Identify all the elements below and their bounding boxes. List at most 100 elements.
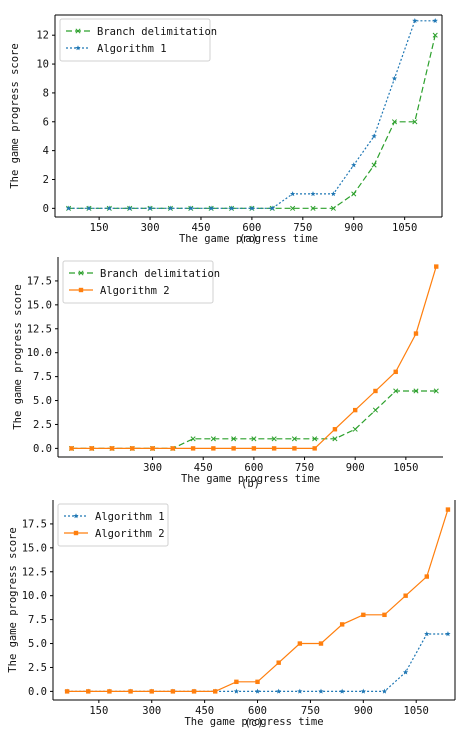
x-tick-label: 300 <box>143 462 162 474</box>
data-point <box>332 436 338 442</box>
legend-label: Branch delimitation <box>97 26 217 38</box>
data-point <box>271 446 277 451</box>
data-point <box>289 191 296 197</box>
data-point <box>351 162 357 168</box>
x-axis-label: The game progress time <box>179 233 318 245</box>
data-point <box>310 205 316 211</box>
legend-label: Algorithm 1 <box>97 43 167 55</box>
panel-caption: (c) <box>245 717 264 729</box>
data-point <box>233 688 240 694</box>
data-point <box>251 436 257 442</box>
data-point <box>213 689 218 694</box>
x-tick-label: 150 <box>90 222 109 234</box>
data-point <box>382 612 387 618</box>
data-point <box>107 689 112 694</box>
y-tick-label: 8 <box>43 87 49 99</box>
y-tick-label: 12.5 <box>22 566 47 578</box>
data-point <box>276 688 282 694</box>
data-point <box>269 205 275 211</box>
legend-marker <box>75 45 81 51</box>
y-tick-label: 2.5 <box>28 662 47 674</box>
data-point <box>351 191 357 197</box>
y-axis-label: The game progress score <box>12 284 24 429</box>
x-tick-label: 750 <box>295 462 314 474</box>
legend-label: Algorithm 1 <box>95 511 165 523</box>
data-point <box>433 388 439 394</box>
data-point <box>231 436 237 442</box>
data-point <box>413 388 419 394</box>
legend-box <box>57 503 169 547</box>
data-point <box>445 507 451 512</box>
x-tick-label: 600 <box>242 222 261 234</box>
data-point <box>170 446 176 451</box>
data-point <box>228 205 235 211</box>
data-point <box>290 205 296 211</box>
data-point <box>310 191 316 197</box>
chart-panel-3: 150 300 450 600 750 900 1050 0.0 2.5 5.0 7.5 10.0 12… <box>7 500 456 729</box>
data-point <box>249 205 255 211</box>
y-tick-label: 10 <box>36 59 49 71</box>
data-point <box>167 205 174 211</box>
data-point <box>65 205 72 211</box>
data-point <box>352 407 358 413</box>
data-point <box>318 688 324 694</box>
legend-marker <box>78 287 84 293</box>
data-point <box>445 631 451 637</box>
data-point <box>210 436 216 442</box>
data-point <box>381 688 388 694</box>
series-line-1 <box>71 390 437 449</box>
data-point <box>424 574 429 579</box>
x-tick-label: 450 <box>195 705 214 717</box>
y-tick-label: 10.0 <box>27 347 52 359</box>
legend-label: Algorithm 2 <box>95 528 165 540</box>
data-point <box>371 162 377 168</box>
data-point <box>150 446 155 451</box>
data-point <box>191 689 197 694</box>
x-tick-label: 450 <box>194 462 213 474</box>
data-point <box>393 388 399 394</box>
y-axis-label: The game progress score <box>9 43 21 188</box>
data-point <box>297 688 303 694</box>
data-point <box>312 436 318 442</box>
x-tick-label: 1050 <box>404 705 429 717</box>
data-point <box>339 622 345 627</box>
data-point <box>128 689 133 694</box>
x-tick-label: 900 <box>346 462 365 474</box>
data-point <box>106 205 112 211</box>
data-point <box>297 641 303 646</box>
legend-box <box>62 260 214 304</box>
data-point <box>330 205 336 211</box>
data-point <box>393 369 398 375</box>
data-point <box>292 446 297 451</box>
data-point <box>371 133 377 139</box>
data-point <box>208 205 214 211</box>
data-point <box>391 119 398 125</box>
data-point <box>412 17 418 24</box>
data-point <box>318 641 324 646</box>
x-tick-label: 300 <box>142 705 161 717</box>
y-tick-label: 6 <box>43 116 49 128</box>
x-tick-label: 1050 <box>392 222 417 234</box>
y-tick-label: 7.5 <box>33 371 52 383</box>
x-tick-label: 750 <box>293 222 312 234</box>
data-point <box>255 679 260 685</box>
legend-marker <box>73 513 79 519</box>
data-point <box>149 689 154 694</box>
legend-label: Branch delimitation <box>100 268 220 280</box>
y-tick-label: 17.5 <box>22 518 47 530</box>
data-point <box>188 205 194 211</box>
data-point <box>276 660 281 665</box>
data-point <box>391 75 398 81</box>
legend-marker <box>78 270 84 276</box>
data-point <box>372 407 379 413</box>
data-point <box>434 264 439 269</box>
data-point <box>231 446 236 451</box>
legend-label: Algorithm 2 <box>100 285 170 297</box>
x-tick-label: 900 <box>354 705 373 717</box>
data-point <box>312 446 317 451</box>
data-point <box>402 669 409 675</box>
y-tick-label: 0 <box>43 203 49 215</box>
data-point <box>403 593 408 598</box>
legend-marker <box>75 28 81 34</box>
